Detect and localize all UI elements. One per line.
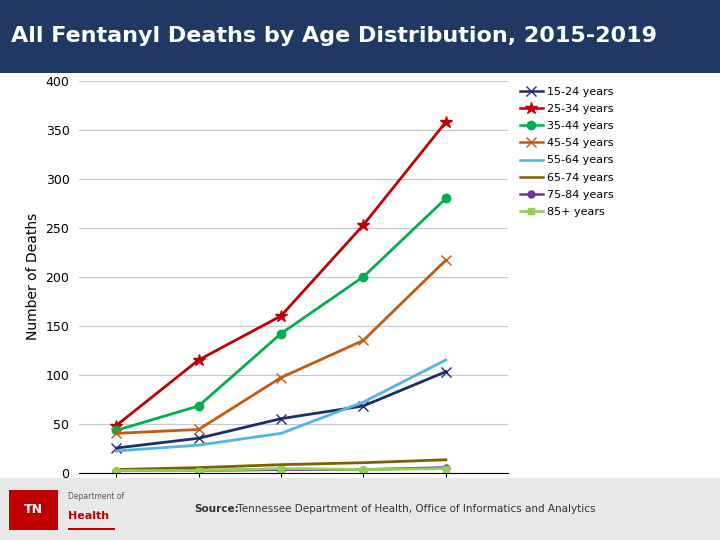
Legend: 15-24 years, 25-34 years, 35-44 years, 45-54 years, 55-64 years, 65-74 years, 75: 15-24 years, 25-34 years, 35-44 years, 4… (521, 86, 613, 217)
Y-axis label: Number of Deaths: Number of Deaths (26, 213, 40, 340)
Line: 55-64 years: 55-64 years (116, 360, 446, 451)
35-44 years (112, 427, 120, 434)
65-74 years (112, 467, 120, 473)
Text: All Fentanyl Deaths by Age Distribution, 2015-2019: All Fentanyl Deaths by Age Distribution,… (11, 26, 657, 46)
25-34 years (112, 422, 120, 429)
25-34 years (441, 119, 450, 125)
Text: Health: Health (68, 511, 109, 521)
Text: Department of: Department of (68, 492, 125, 501)
85+ years (112, 467, 120, 474)
15-24 years (441, 368, 450, 375)
Text: Tennessee Department of Health, Office of Informatics and Analytics: Tennessee Department of Health, Office o… (234, 504, 595, 514)
25-34 years (194, 357, 203, 363)
55-64 years (276, 430, 285, 436)
65-74 years (441, 456, 450, 463)
75-84 years (441, 464, 450, 471)
45-54 years (441, 257, 450, 264)
35-44 years (276, 330, 285, 337)
85+ years (441, 465, 450, 472)
85+ years (359, 467, 368, 473)
65-74 years (276, 461, 285, 468)
35-44 years (359, 273, 368, 280)
75-84 years (112, 467, 120, 474)
55-64 years (359, 399, 368, 405)
35-44 years (441, 195, 450, 201)
15-24 years (112, 445, 120, 451)
15-24 years (194, 435, 203, 442)
45-54 years (112, 430, 120, 436)
Line: 25-34 years: 25-34 years (110, 116, 452, 432)
Text: Source:: Source: (194, 504, 239, 514)
85+ years (276, 465, 285, 472)
85+ years (194, 467, 203, 474)
45-54 years (276, 374, 285, 381)
25-34 years (276, 313, 285, 319)
65-74 years (359, 460, 368, 466)
Line: 65-74 years: 65-74 years (116, 460, 446, 470)
75-84 years (194, 467, 203, 474)
15-24 years (359, 403, 368, 409)
Text: TN: TN (24, 503, 42, 516)
45-54 years (359, 337, 368, 343)
Line: 15-24 years: 15-24 years (112, 367, 451, 453)
75-84 years (359, 467, 368, 473)
25-34 years (359, 221, 368, 228)
35-44 years (194, 403, 203, 409)
Line: 35-44 years: 35-44 years (112, 194, 450, 435)
45-54 years (194, 426, 203, 433)
Line: 85+ years: 85+ years (113, 465, 449, 474)
75-84 years (276, 467, 285, 473)
65-74 years (194, 464, 203, 471)
15-24 years (276, 415, 285, 422)
Line: 75-84 years: 75-84 years (113, 464, 449, 474)
55-64 years (441, 357, 450, 363)
55-64 years (194, 442, 203, 448)
Line: 45-54 years: 45-54 years (112, 255, 451, 438)
55-64 years (112, 448, 120, 454)
